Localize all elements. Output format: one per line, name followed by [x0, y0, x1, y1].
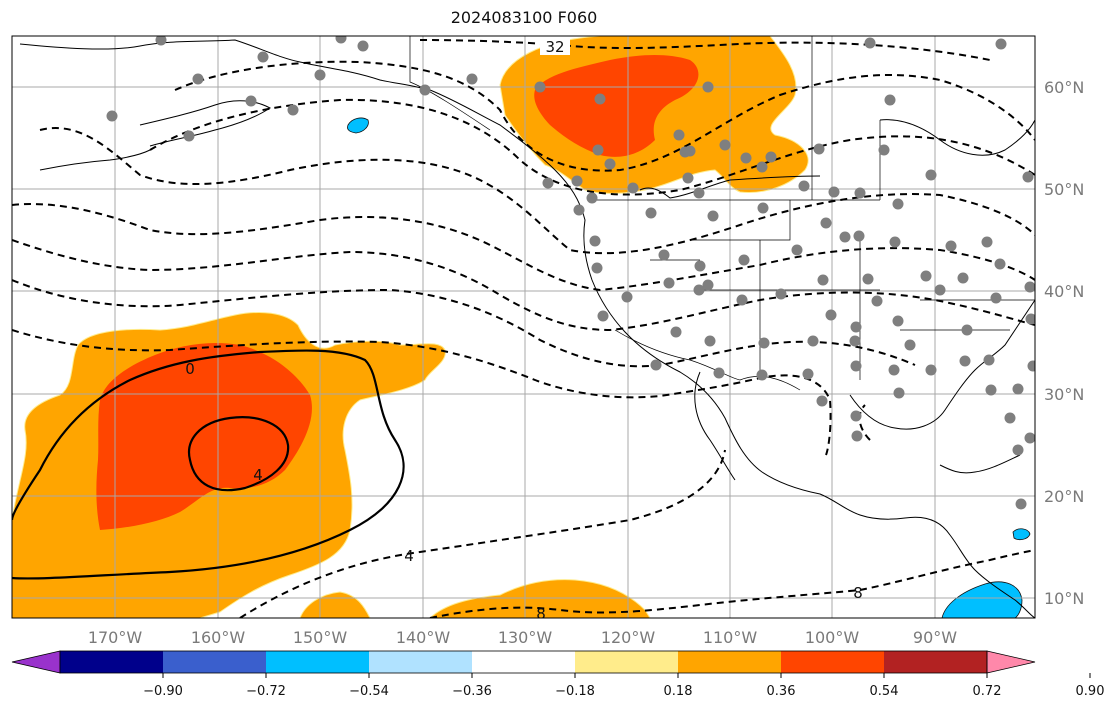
contour-label-32: 32 [545, 38, 564, 56]
lon-label-170w: 170°W [88, 628, 143, 647]
contour-labels: 32 0 4 4 8 8 [185, 37, 863, 623]
colorbar-outline [59, 650, 988, 674]
lon-label-90w: 90°W [913, 628, 957, 647]
borders [409, 36, 1035, 391]
colorbar-tick-label: −0.36 [452, 684, 492, 699]
lat-label-30n: 30°N [1044, 385, 1084, 404]
colorbar-segment [369, 651, 473, 673]
colorbar-segment [60, 651, 164, 673]
colorbar-arrow-left [11, 650, 61, 674]
colorbar-arrow-right [986, 650, 1036, 674]
contour-label-0: 0 [185, 360, 195, 378]
lat-label-50n: 50°N [1044, 180, 1084, 199]
lat-label-40n: 40°N [1044, 282, 1084, 301]
red-region-north [534, 55, 699, 157]
lat-label-60n: 60°N [1044, 78, 1084, 97]
colorbar-ticks: −0.90 −0.72 −0.54 −0.36 −0.18 0.18 0.36 0.54 0.7… [143, 673, 1104, 699]
contour-label-4-solid: 4 [253, 466, 263, 484]
orange-region-south-2 [429, 579, 651, 618]
colorbar-tick-label: −0.72 [246, 684, 286, 699]
map-title: 2024083100 F060 [450, 8, 598, 27]
colorbar-tick-label: 0.90 [1076, 684, 1105, 699]
dashed-contours [12, 39, 1035, 618]
latitude-labels: 60°N 50°N 40°N 30°N 20°N 10°N [1044, 78, 1084, 608]
colorbar-tick-label: 0.36 [767, 684, 796, 699]
contour-label-8-east: 8 [853, 584, 863, 602]
colorbar-segment [678, 651, 782, 673]
colorbar-tick-label: 0.72 [973, 684, 1002, 699]
lon-label-130w: 130°W [498, 628, 553, 647]
colorbar-segments [11, 650, 1036, 674]
blue-region-caribbean [1012, 528, 1031, 541]
lon-label-140w: 140°W [396, 628, 451, 647]
solid-contours [12, 349, 405, 580]
lon-label-110w: 110°W [703, 628, 758, 647]
lat-label-10n: 10°N [1044, 589, 1084, 608]
colorbar-segment [163, 651, 267, 673]
map-panel: 32 0 4 4 8 8 [12, 36, 1035, 623]
colorbar-segment [781, 651, 885, 673]
coastlines [19, 39, 1035, 618]
colorbar: −0.90 −0.72 −0.54 −0.36 −0.18 0.18 0.36 0.54 0.7… [11, 650, 1104, 699]
colorbar-segment [575, 651, 679, 673]
gridlines [12, 36, 1035, 618]
colorbar-segment [266, 651, 370, 673]
contour-zero [12, 349, 405, 580]
lon-label-160w: 160°W [191, 628, 246, 647]
colorbar-tick-label: 0.18 [664, 684, 693, 699]
lon-label-120w: 120°W [601, 628, 656, 647]
contour-label-4-dashed: 4 [404, 547, 414, 565]
longitude-labels: 170°W 160°W 150°W 140°W 130°W 120°W 110°… [88, 628, 957, 647]
contour-label-8-south: 8 [536, 605, 546, 623]
blue-region-gulf-alaska [347, 117, 369, 134]
contour-four [187, 416, 290, 492]
contour-label-32-bg [540, 37, 570, 55]
colorbar-segment [884, 651, 988, 673]
colorbar-tick-label: 0.54 [870, 684, 899, 699]
station-dots [106, 36, 1035, 510]
lon-label-150w: 150°W [293, 628, 348, 647]
lat-label-20n: 20°N [1044, 487, 1084, 506]
colorbar-segment [472, 651, 576, 673]
map-frame [11, 35, 1036, 619]
colorbar-tick-label: −0.90 [143, 684, 183, 699]
colorbar-tick-label: −0.54 [349, 684, 389, 699]
lon-label-100w: 100°W [805, 628, 860, 647]
colorbar-tick-label: −0.18 [555, 684, 595, 699]
